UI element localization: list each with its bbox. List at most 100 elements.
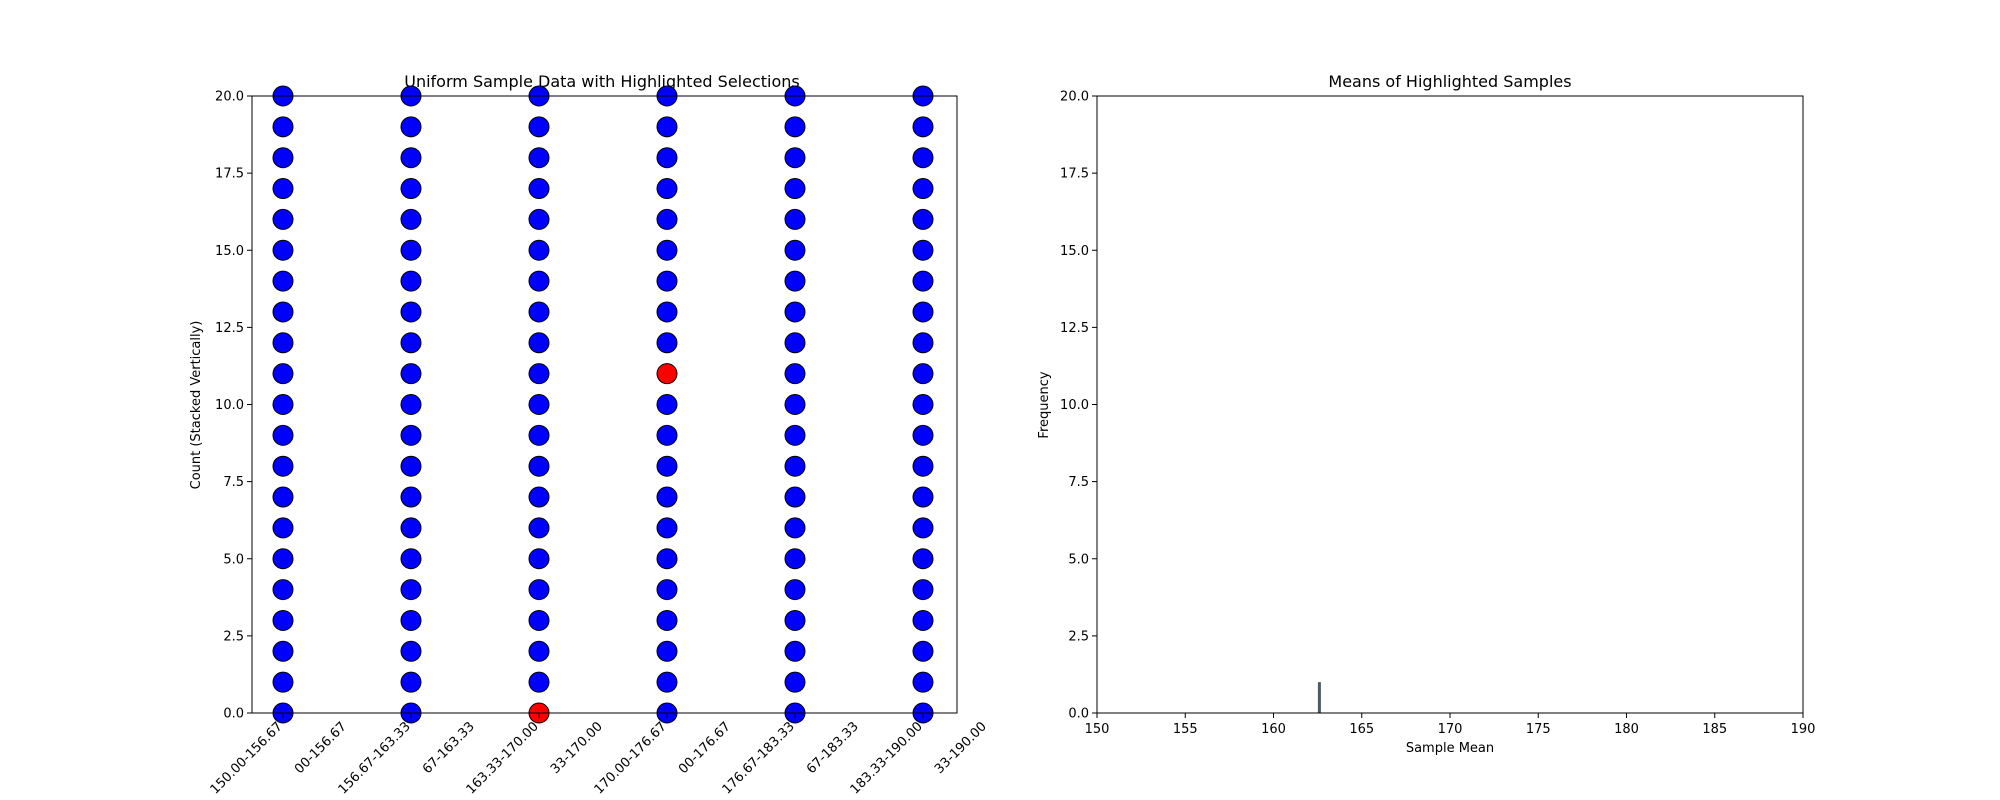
data-point: [528, 116, 550, 138]
data-point: [400, 394, 422, 415]
data-point: [912, 455, 934, 477]
data-point: [528, 609, 550, 631]
data-point: [912, 609, 934, 631]
data-point: [400, 579, 422, 601]
data-point: [400, 332, 422, 354]
data-point: [912, 424, 934, 446]
data-point: [400, 517, 422, 539]
data-point: [656, 301, 678, 323]
y-tick-label: 15.0: [215, 244, 244, 259]
x-tick-label: 67-183.33: [804, 719, 862, 777]
data-point: [784, 455, 806, 477]
data-point: [400, 301, 422, 323]
data-point: [272, 609, 294, 631]
data-point: [400, 178, 422, 200]
x-tick-label: 150.00-156.67: [208, 719, 286, 797]
data-point: [528, 394, 550, 415]
data-point: [400, 270, 422, 292]
data-point: [400, 239, 422, 261]
data-point: [272, 486, 294, 508]
data-point: [400, 424, 422, 446]
y-tick-label: 17.5: [1060, 167, 1089, 182]
right-chart-x-ticks: 150 155 160 165 170 175 180 185 190: [1085, 713, 1816, 737]
data-point: [272, 178, 294, 200]
x-tick-label: 67-163.33: [420, 719, 478, 777]
data-point: [784, 517, 806, 539]
data-point: [400, 147, 422, 169]
data-point: [528, 579, 550, 601]
y-tick-label: 5.0: [223, 552, 244, 567]
data-point: [528, 301, 550, 323]
data-point: [784, 116, 806, 138]
data-point: [784, 640, 806, 662]
data-point: [656, 270, 678, 292]
left-chart-marks: [272, 85, 934, 724]
highlighted-point: [656, 363, 678, 385]
data-point: [784, 363, 806, 385]
data-point: [272, 363, 294, 385]
data-point: [400, 208, 422, 230]
data-point: [528, 270, 550, 292]
data-point: [784, 301, 806, 323]
data-point: [656, 147, 678, 169]
data-point: [656, 394, 678, 415]
y-tick-label: 2.5: [223, 629, 244, 644]
data-point: [272, 208, 294, 230]
data-point: [656, 579, 678, 601]
data-point: [272, 394, 294, 415]
data-point: [528, 424, 550, 446]
data-point: [272, 301, 294, 323]
y-tick-label: 10.0: [1060, 398, 1089, 413]
data-point: [912, 548, 934, 570]
x-tick-label: 155: [1173, 722, 1198, 737]
right-chart-y-ticks: 0.0 2.5 5.0 7.5 10.0 12.5 15.0 17.5 20.0: [1060, 90, 1097, 722]
data-point: [656, 424, 678, 446]
data-point: [784, 671, 806, 693]
data-point: [656, 486, 678, 508]
data-point: [400, 609, 422, 631]
x-tick-label: 165: [1349, 722, 1374, 737]
y-tick-label: 12.5: [215, 321, 244, 336]
data-point: [272, 239, 294, 261]
data-point: [400, 671, 422, 693]
y-tick-label: 12.5: [1060, 321, 1089, 336]
y-tick-label: 0.0: [223, 707, 244, 722]
data-point: [784, 270, 806, 292]
y-tick-label: 20.0: [215, 90, 244, 105]
x-tick-label: 33-170.00: [548, 719, 606, 777]
data-point: [784, 178, 806, 200]
data-point: [912, 671, 934, 693]
data-point: [912, 332, 934, 354]
data-point: [656, 640, 678, 662]
data-point: [528, 455, 550, 477]
data-point: [400, 116, 422, 138]
x-tick-label: 00-176.67: [676, 719, 734, 777]
data-point: [656, 208, 678, 230]
x-tick-label: 00-156.67: [292, 719, 350, 777]
left-chart-title: Uniform Sample Data with Highlighted Sel…: [404, 72, 799, 91]
y-tick-label: 20.0: [1060, 90, 1089, 105]
data-point: [528, 178, 550, 200]
data-point: [272, 270, 294, 292]
y-tick-label: 10.0: [215, 398, 244, 413]
left-chart-ylabel: Count (Stacked Vertically): [189, 321, 204, 490]
data-point: [656, 332, 678, 354]
data-point: [912, 239, 934, 261]
data-point: [912, 394, 934, 415]
data-point: [528, 332, 550, 354]
data-point: [784, 609, 806, 631]
data-point: [272, 548, 294, 570]
data-point: [272, 424, 294, 446]
left-chart-frame: [251, 95, 958, 714]
data-point: [272, 640, 294, 662]
x-tick-label: 170: [1438, 722, 1463, 737]
x-tick-label: 190: [1791, 722, 1816, 737]
histogram-bar: [1317, 682, 1321, 713]
data-point: [912, 363, 934, 385]
data-point: [912, 178, 934, 200]
left-chart: Uniform Sample Data with Highlighted Sel…: [189, 72, 990, 797]
data-point: [784, 548, 806, 570]
left-chart-y-ticks: 0.0 2.5 5.0 7.5 10.0 12.5 15.0 17.5 20.0: [215, 90, 252, 722]
data-point: [400, 486, 422, 508]
data-point: [528, 239, 550, 261]
